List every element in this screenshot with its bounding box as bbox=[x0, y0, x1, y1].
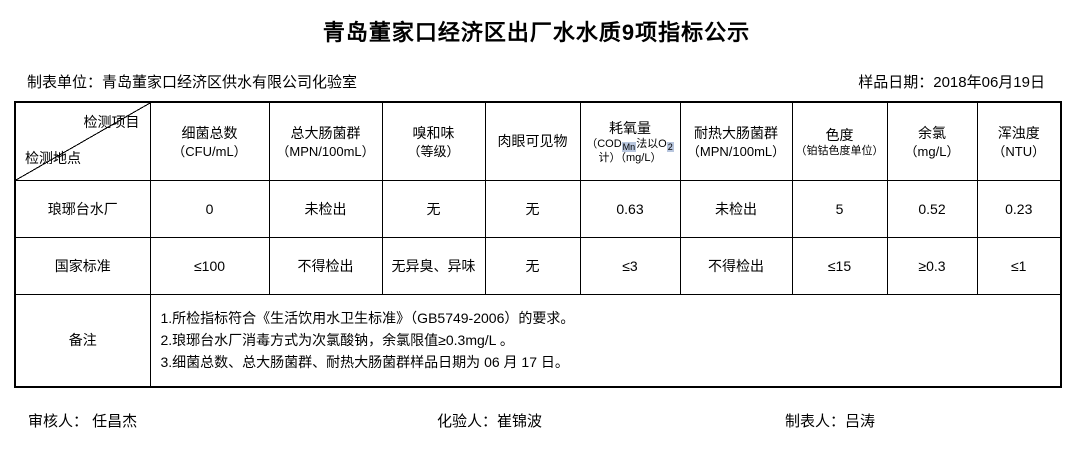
column-name: 肉眼可见物 bbox=[497, 133, 568, 150]
column-name: 余氯 bbox=[918, 124, 946, 141]
meta-row: 制表单位：青岛董家口经济区供水有限公司化验室 样品日期：2018年06月19日 bbox=[0, 71, 1073, 92]
water-quality-table: 检测项目 检测地点 细菌总数 （CFU/mL） 总大肠菌群 （MPN/100mL） 嗅和… bbox=[14, 101, 1062, 388]
row-label: 国家标准 bbox=[14, 236, 151, 295]
column-header-8: 余氯 （mg/L） bbox=[886, 101, 978, 181]
table-row-1: 琅琊台水厂 0 未检出无无 0.63 未检出 5 0.52 0.23 bbox=[14, 179, 1062, 238]
column-unit: （MPN/100mL） bbox=[686, 143, 786, 159]
corner-cell: 检测项目 检测地点 bbox=[14, 101, 151, 181]
data-cell: ≥0.3 bbox=[886, 236, 978, 295]
column-unit: （NTU） bbox=[992, 143, 1046, 159]
data-cell: 0.52 bbox=[886, 179, 978, 238]
column-header-3: 嗅和味 （等级） bbox=[381, 101, 486, 181]
column-unit: （铂钴色度单位） bbox=[795, 144, 884, 157]
reviewer-label: 审核人： 任昌杰 bbox=[28, 413, 138, 430]
column-name: 细菌总数 bbox=[181, 124, 238, 141]
column-unit: （mg/L） bbox=[904, 143, 960, 159]
data-cell: 无异臭、异味 bbox=[381, 236, 486, 295]
column-name: 嗅和味 bbox=[412, 124, 455, 141]
table-header-row: 检测项目 检测地点 细菌总数 （CFU/mL） 总大肠菌群 （MPN/100mL） 嗅和… bbox=[14, 101, 1062, 181]
issuing-unit-label: 制表单位：青岛董家口经济区供水有限公司化验室 bbox=[27, 74, 358, 91]
unit-text: （COD bbox=[586, 137, 622, 150]
data-cell: 5 bbox=[791, 179, 888, 238]
data-cell: 不得检出 bbox=[268, 236, 383, 295]
corner-label-items: 检测项目 bbox=[83, 114, 140, 130]
row-label: 琅琊台水厂 bbox=[14, 179, 151, 238]
data-cell: 未检出 bbox=[679, 179, 793, 238]
remarks-content: 1.所检指标符合《生活饮用水卫生标准》（GB5749-2006）的要求。 2.琅琊… bbox=[149, 293, 1062, 388]
column-unit: （MPN/100mL） bbox=[276, 143, 375, 159]
column-header-6: 耐热大肠菌群 （MPN/100mL） bbox=[679, 101, 793, 181]
page-title: 青岛董家口经济区出厂水水质9项指标公示 bbox=[322, 20, 751, 45]
column-name: 耐热大肠菌群 bbox=[694, 124, 778, 141]
column-name: 浑浊度 bbox=[997, 124, 1040, 141]
column-unit: （等级） bbox=[407, 143, 460, 159]
preparer-label: 制表人：吕涛 bbox=[785, 413, 876, 430]
remarks-line: 3.细菌总数、总大肠菌群、耐热大肠菌群样品日期为 06 月 17 日。 bbox=[160, 354, 569, 371]
column-header-5: 耗氧量 （CODMn法以O2 计）（mg/L） bbox=[579, 101, 681, 181]
column-unit: （CODMn法以O2 计）（mg/L） bbox=[581, 137, 679, 165]
unit-text: 法以O bbox=[636, 137, 667, 150]
data-cell: 无 bbox=[381, 179, 486, 238]
remarks-label: 备注 bbox=[14, 293, 151, 388]
data-cell: 无 bbox=[484, 236, 581, 295]
column-unit: （CFU/mL） bbox=[172, 143, 247, 159]
subscript: 2 bbox=[666, 141, 674, 152]
tester-label: 化验人：崔锦波 bbox=[437, 413, 543, 430]
data-cell: 未检出 bbox=[268, 179, 383, 238]
column-header-2: 总大肠菌群 （MPN/100mL） bbox=[268, 101, 383, 181]
data-cell: 0.23 bbox=[976, 179, 1062, 238]
column-name: 色度 bbox=[825, 126, 854, 143]
data-cell: ≤1 bbox=[976, 236, 1062, 295]
remarks-row: 备注 1.所检指标符合《生活饮用水卫生标准》（GB5749-2006）的要求。 2.… bbox=[14, 293, 1062, 388]
column-header-4: 肉眼可见物 bbox=[484, 101, 581, 181]
column-name: 总大肠菌群 bbox=[290, 124, 361, 141]
data-cell: ≤100 bbox=[149, 236, 270, 295]
column-header-1: 细菌总数 （CFU/mL） bbox=[149, 101, 270, 181]
column-header-7: 色度 （铂钴色度单位） bbox=[791, 101, 888, 181]
data-cell: 不得检出 bbox=[679, 236, 793, 295]
corner-label-location: 检测地点 bbox=[25, 149, 81, 166]
column-name: 耗氧量 bbox=[609, 119, 651, 136]
data-cell: 0 bbox=[149, 179, 270, 238]
data-cell: ≤15 bbox=[791, 236, 888, 295]
unit-text: 计）（mg/L） bbox=[598, 151, 662, 164]
column-header-9: 浑浊度 （NTU） bbox=[976, 101, 1062, 181]
remarks-line: 2.琅琊台水厂消毒方式为次氯酸钠，余氯限值≥0.3mg/L 。 bbox=[160, 332, 514, 349]
subscript: Mn bbox=[621, 141, 637, 152]
table-row-2: 国家标准 ≤100 不得检出 无异臭、异味无 ≤3 不得检出 ≤15 ≥0.3 ≤1 bbox=[14, 236, 1062, 295]
data-cell: 0.63 bbox=[579, 179, 681, 238]
sample-date-label: 样品日期：2018年06月19日 bbox=[858, 74, 1045, 91]
data-cell: 无 bbox=[484, 179, 581, 238]
remarks-line: 1.所检指标符合《生活饮用水卫生标准》（GB5749-2006）的要求。 bbox=[160, 310, 575, 327]
data-cell: ≤3 bbox=[579, 236, 681, 295]
